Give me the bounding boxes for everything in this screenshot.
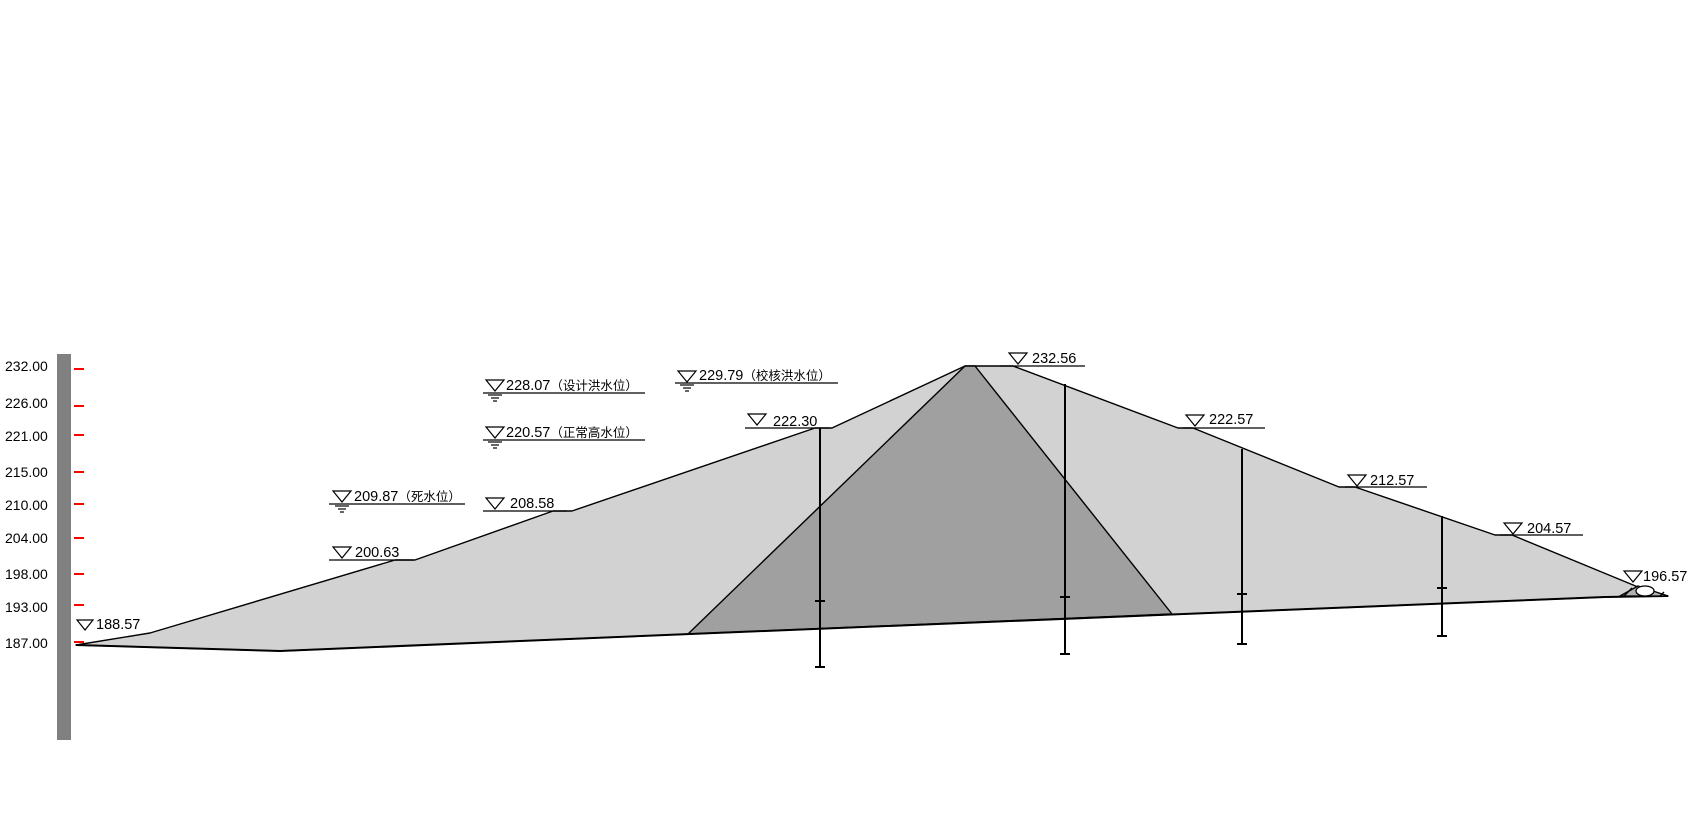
water-level-icon xyxy=(484,379,506,392)
water-level-value: 220.57 xyxy=(506,425,550,441)
water-level-icon xyxy=(331,490,353,503)
triangle-marker-icon xyxy=(1346,474,1368,487)
dam-body xyxy=(75,365,1669,653)
downstream-toe-elevation: 196.57 xyxy=(1643,569,1687,585)
scale-tick-label: 193.00 xyxy=(5,599,48,615)
scale-tick-label: 226.00 xyxy=(5,395,48,411)
upstream-berm-elevation: 200.63 xyxy=(355,545,399,561)
triangle-marker-icon xyxy=(484,497,506,510)
triangle-marker-icon xyxy=(1622,570,1644,583)
water-level-note: （设计洪水位） xyxy=(550,378,638,393)
scale-tick-label: 215.00 xyxy=(5,464,48,480)
triangle-marker-icon xyxy=(1184,414,1206,427)
dead-water-level: 209.87（死水位） xyxy=(354,489,461,505)
normal-water-level: 220.57（正常高水位） xyxy=(506,425,638,441)
scale-tick-label: 198.00 xyxy=(5,566,48,582)
water-level-value: 209.87 xyxy=(354,489,398,505)
upstream-toe-elevation: 188.57 xyxy=(96,617,140,633)
water-level-note: （死水位） xyxy=(398,489,461,504)
elevation-scale: 232.00 226.00 221.00 215.00 210.00 204.0… xyxy=(5,354,84,740)
triangle-marker-icon xyxy=(746,413,768,426)
water-level-value: 229.79 xyxy=(699,368,743,384)
downstream-berm-elevation: 204.57 xyxy=(1527,521,1571,537)
scale-tick-label: 204.00 xyxy=(5,530,48,546)
piezometer-pipes xyxy=(815,384,1447,668)
scale-tick-marks xyxy=(74,368,84,643)
scale-tick-label: 210.00 xyxy=(5,497,48,513)
downstream-berm-elevation: 212.57 xyxy=(1370,473,1414,489)
water-level-note: （校核洪水位） xyxy=(743,368,831,383)
scale-tick-label: 187.00 xyxy=(5,635,48,651)
triangle-marker-icon xyxy=(1007,352,1029,365)
elevation-markers xyxy=(75,352,1644,631)
crest-elevation: 232.56 xyxy=(1032,351,1076,367)
toe-drain xyxy=(1617,585,1669,597)
foundation-line xyxy=(75,595,1669,653)
water-level-labels: 228.07（设计洪水位） 229.79（校核洪水位） 220.57（正常高水位… xyxy=(354,368,831,505)
water-level-icon xyxy=(676,370,698,383)
scale-tick-label: 221.00 xyxy=(5,428,48,444)
toe-drain-hatch xyxy=(1623,587,1633,597)
water-level-note: （正常高水位） xyxy=(550,425,638,440)
triangle-marker-icon xyxy=(331,546,353,559)
water-level-icon xyxy=(484,426,506,439)
toe-drain-hatch xyxy=(1659,591,1665,597)
downstream-berm-elevation: 222.57 xyxy=(1209,412,1253,428)
scale-tick-label: 232.00 xyxy=(5,358,48,374)
check-flood-level: 229.79（校核洪水位） xyxy=(699,368,831,384)
upstream-berm-elevation: 208.58 xyxy=(510,496,554,512)
elevation-labels: 232.56 222.30 208.58 200.63 188.57 222.5… xyxy=(96,351,1687,633)
design-flood-level: 228.07（设计洪水位） xyxy=(506,378,638,394)
toe-drain-pipe xyxy=(1635,585,1655,597)
upstream-berm-elevation: 222.30 xyxy=(773,414,817,430)
water-level-markers xyxy=(329,370,838,513)
scale-tick-labels: 232.00 226.00 221.00 215.00 210.00 204.0… xyxy=(5,358,48,651)
triangle-marker-icon xyxy=(1502,522,1524,535)
triangle-marker-icon xyxy=(75,619,95,631)
scale-bar xyxy=(57,354,71,740)
water-level-value: 228.07 xyxy=(506,378,550,394)
